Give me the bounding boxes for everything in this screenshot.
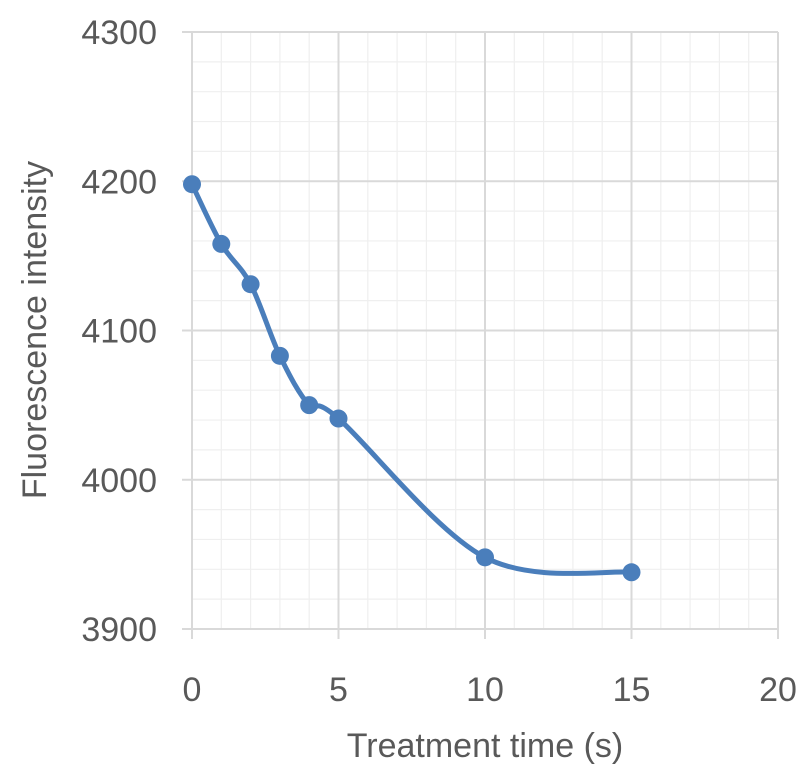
data-series: [183, 175, 641, 582]
data-point: [183, 175, 201, 194]
data-point: [212, 234, 231, 253]
y-axis-tick-labels: 3900 4000 4100 4200 4300: [81, 14, 157, 649]
x-tick-label: 20: [759, 671, 797, 709]
x-tick-label: 15: [613, 671, 651, 709]
y-tick-label: 4200: [81, 163, 157, 201]
x-axis-title: Treatment time (s): [347, 727, 623, 765]
data-point: [622, 563, 641, 582]
y-tick-label: 4000: [81, 462, 157, 500]
y-tick-label: 4300: [81, 14, 157, 52]
data-point: [476, 548, 494, 567]
x-tick-label: 10: [466, 671, 504, 709]
x-tick-label: 5: [329, 671, 348, 709]
y-tick-label: 4100: [81, 313, 157, 351]
x-axis-tick-labels: 0 5 10 15 20: [183, 671, 797, 709]
x-tick-label: 0: [183, 671, 202, 709]
y-axis-title: Fluorescence intensity: [16, 161, 54, 499]
data-point: [329, 409, 348, 428]
data-point: [300, 396, 319, 415]
major-gridlines: [182, 31, 779, 639]
data-point: [270, 346, 289, 365]
data-point: [241, 275, 260, 294]
series-line: [189, 181, 634, 576]
y-tick-label: 3900: [81, 611, 157, 649]
